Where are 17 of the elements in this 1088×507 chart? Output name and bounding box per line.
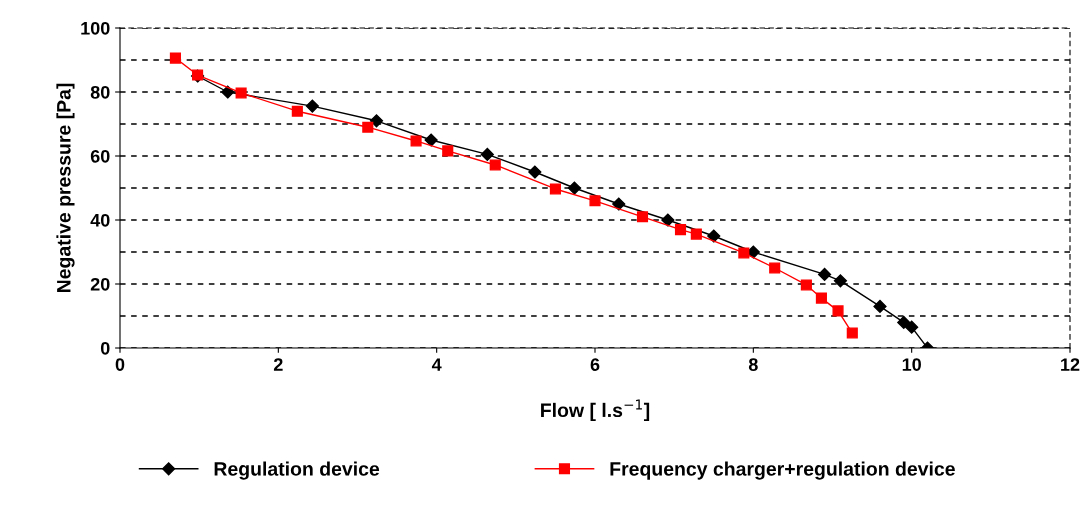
x-tick-label: 10 [902,358,921,371]
x-tick-label: 0 [115,358,125,371]
legend-label: Regulation device [214,461,380,480]
x-tick-label: 8 [748,358,758,371]
x-tick-label: 2 [273,358,283,371]
y-tick-label: 60 [90,149,110,163]
x-tick-label: 12 [1061,358,1080,371]
x-axis-title: Flow [ l.s$^{−1}$] [541,399,650,421]
y-tick-label: 40 [90,213,110,227]
y-tick-label: 0 [100,341,110,355]
y-tick-label: 80 [90,85,110,99]
x-tick-label: 4 [431,358,442,371]
legend-label: Frequency charger+regulation device [610,461,955,480]
y-tick-label: 20 [90,277,110,291]
x-tick-label: 6 [590,358,600,371]
y-tick-label: 100 [81,21,110,35]
y-axis-title: Negative pressure [Pa] [56,83,75,293]
